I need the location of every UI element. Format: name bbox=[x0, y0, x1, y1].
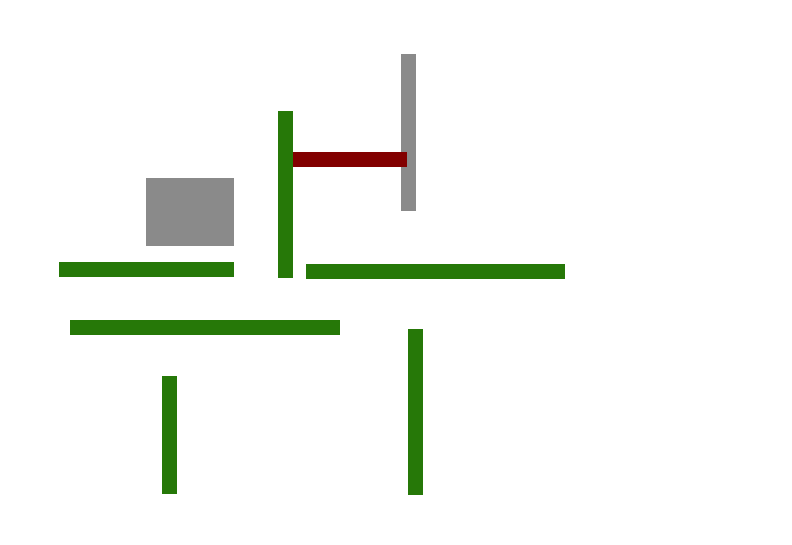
green-vertical-bar bbox=[278, 111, 293, 278]
red-horizontal-bar bbox=[293, 152, 407, 167]
green-horizontal-bar bbox=[306, 264, 565, 279]
green-vertical-bar bbox=[162, 376, 177, 494]
gray-square-block bbox=[146, 178, 234, 246]
green-horizontal-bar bbox=[70, 320, 340, 335]
green-horizontal-bar bbox=[59, 262, 234, 277]
green-vertical-bar bbox=[408, 329, 423, 495]
gray-vertical-post bbox=[401, 54, 416, 211]
